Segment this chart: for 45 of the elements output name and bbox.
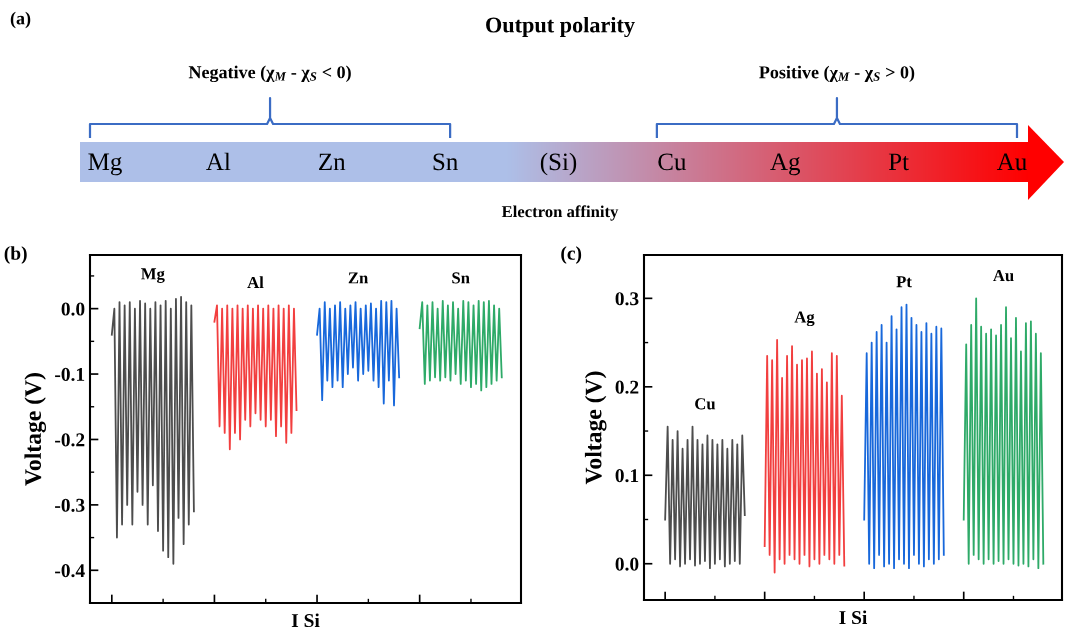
text: (c): [561, 246, 582, 264]
y-tick-label: 0.2: [615, 380, 639, 394]
line-series: [763, 339, 846, 574]
text: Negative (χ$_{M}$ - χ$_{S}$ < 0): [188, 65, 351, 83]
line-series: [316, 299, 401, 407]
text: Electron affinity: [501, 205, 619, 221]
series-label: Cu: [695, 398, 716, 410]
y-tick-label: -0.4: [55, 564, 85, 578]
series-label: Ag: [794, 311, 815, 327]
y-tick-label: 0.0: [615, 557, 639, 571]
category-label: Au: [996, 153, 1027, 171]
x-axis-title: I Si: [839, 610, 868, 625]
series-label: Au: [993, 269, 1014, 282]
category-label: Mg: [88, 153, 122, 176]
y-tick-label: 0.0: [61, 302, 85, 316]
text: (a): [10, 11, 31, 29]
category-label: Ag: [770, 153, 801, 176]
category-label: (Si): [540, 152, 577, 176]
line-series: [418, 299, 503, 392]
category-label: Al: [206, 152, 231, 171]
text: (b): [4, 246, 27, 264]
y-tick-label: 0.3: [615, 292, 639, 306]
y-tick-label: 0.1: [615, 469, 639, 483]
y-tick-label: -0.1: [55, 367, 85, 382]
y-tick-label: -0.3: [55, 498, 85, 512]
y-axis-title: Voltage (V): [584, 371, 607, 485]
text: Output polarity: [486, 16, 635, 38]
y-axis-title: Voltage (V): [24, 373, 47, 486]
series-label: Al: [247, 276, 264, 288]
series-label: Mg: [141, 268, 165, 283]
line-series: [863, 303, 945, 570]
text: Positive (χ$_{M}$ - χ$_{S}$ > 0): [759, 65, 915, 83]
category-label: Pt: [888, 153, 909, 171]
line-series: [110, 295, 195, 565]
series-label: Pt: [896, 276, 912, 288]
category-label: Zn: [319, 153, 346, 171]
line-series: [213, 304, 298, 451]
category-label: Sn: [433, 153, 458, 171]
line-series: [664, 425, 746, 570]
y-tick-label: -0.2: [55, 433, 85, 447]
line-series: [962, 297, 1045, 570]
series-label: Sn: [452, 272, 470, 284]
category-label: Cu: [658, 153, 687, 171]
x-axis-title: I Si: [291, 613, 320, 628]
series-label: Zn: [348, 272, 369, 284]
